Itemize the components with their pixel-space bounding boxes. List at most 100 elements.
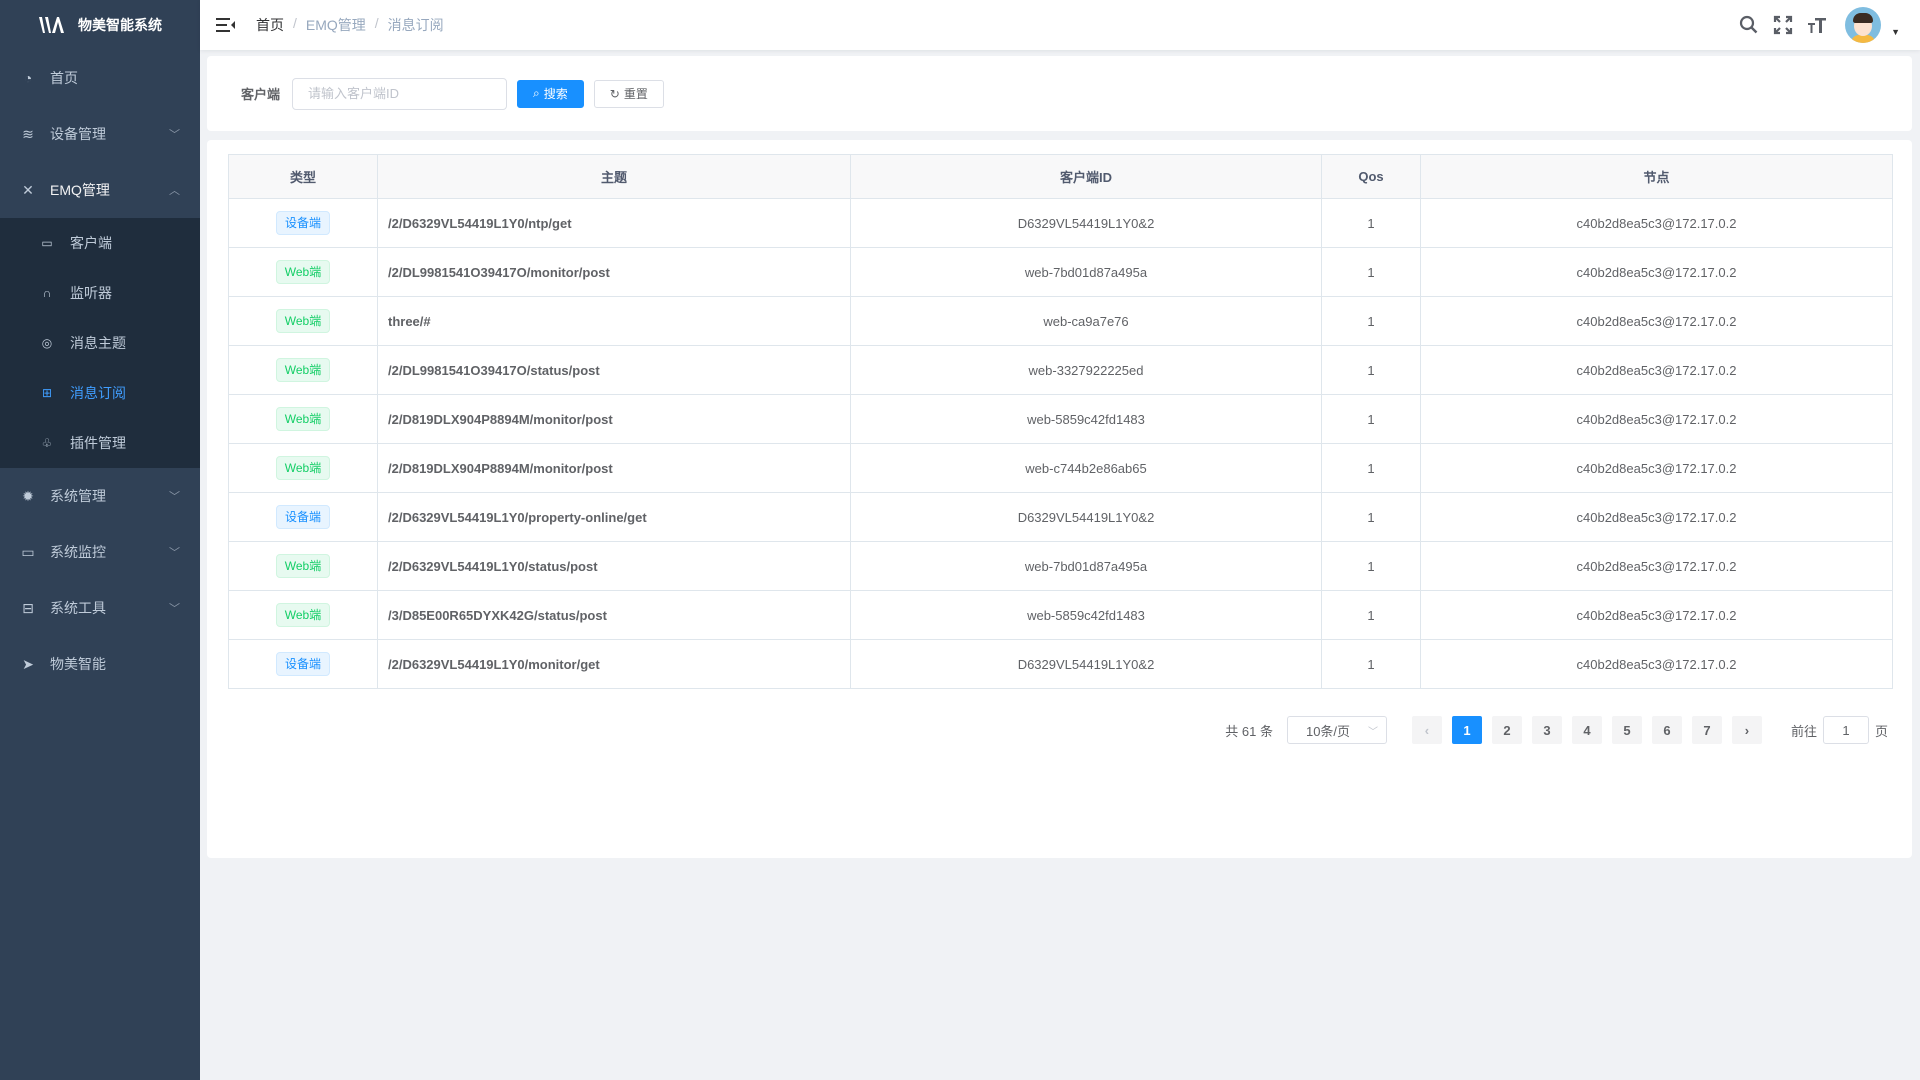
qos-cell: 1 bbox=[1321, 492, 1421, 542]
topic-cell: /2/D6329VL54419L1Y0/status/post bbox=[377, 541, 851, 591]
sidebar-subitem-1[interactable]: ∩ 监听器 bbox=[0, 268, 200, 318]
qos-cell: 1 bbox=[1321, 296, 1421, 346]
breadcrumb-home[interactable]: 首页 bbox=[256, 17, 284, 33]
toolbox-icon: ⊟ bbox=[22, 599, 34, 616]
sidebar-item-1[interactable]: ≋ 设备管理 ﹀ bbox=[0, 106, 200, 162]
page-button-6[interactable]: 6 bbox=[1651, 716, 1682, 744]
sidebar-subitem-label: 消息订阅 bbox=[70, 385, 126, 401]
plugin-icon: ♧ bbox=[41, 436, 53, 450]
reset-button[interactable]: ↻ 重置 bbox=[593, 79, 664, 108]
sidebar-item-6[interactable]: ➤ 物美智能 bbox=[0, 636, 200, 692]
node-cell: c40b2d8ea5c3@172.17.0.2 bbox=[1420, 443, 1893, 493]
emq-icon: ✕ bbox=[22, 181, 34, 198]
page-button-1[interactable]: 1 bbox=[1451, 716, 1482, 744]
search-icon: ⌕ bbox=[533, 86, 540, 100]
client-id-cell: D6329VL54419L1Y0&2 bbox=[850, 492, 1322, 542]
table-row: 设备端 /2/D6329VL54419L1Y0/property-online/… bbox=[228, 492, 1893, 542]
sidebar-subitem-2[interactable]: ◎ 消息主题 bbox=[0, 318, 200, 368]
table-row: Web端 /2/D6329VL54419L1Y0/status/post web… bbox=[228, 541, 1893, 591]
sidebar-subitem-label: 插件管理 bbox=[70, 435, 126, 451]
type-tag: Web端 bbox=[275, 456, 331, 480]
client-id-cell: web-7bd01d87a495a bbox=[850, 541, 1322, 591]
table-row: Web端 /2/DL9981541O39417O/status/post web… bbox=[228, 345, 1893, 395]
table-row: Web端 /2/D819DLX904P8894M/monitor/post we… bbox=[228, 443, 1893, 493]
column-header-qos: Qos bbox=[1321, 154, 1421, 199]
type-tag: 设备端 bbox=[275, 211, 330, 235]
page-button-5[interactable]: 5 bbox=[1611, 716, 1642, 744]
breadcrumb-emq: EMQ管理 bbox=[305, 17, 366, 33]
sidebar-item-label: 系统管理 bbox=[50, 488, 106, 504]
sidebar-subitem-0[interactable]: ▭ 客户端 bbox=[0, 218, 200, 268]
chevron-up-icon: ︿ bbox=[169, 185, 180, 197]
client-id-cell: web-7bd01d87a495a bbox=[850, 247, 1322, 297]
sidebar-item-5[interactable]: ⊟ 系统工具 ﹀ bbox=[0, 580, 200, 636]
qos-cell: 1 bbox=[1321, 541, 1421, 591]
refresh-icon: ↻ bbox=[609, 86, 620, 101]
device-icon: ≋ bbox=[22, 125, 34, 142]
avatar[interactable] bbox=[1845, 7, 1882, 43]
sidebar-subitem-3[interactable]: ⊞ 消息订阅 bbox=[0, 368, 200, 418]
client-label: 客户端 bbox=[241, 87, 281, 102]
client-id-cell: web-ca9a7e76 bbox=[850, 296, 1322, 346]
sidebar-item-label: 设备管理 bbox=[50, 126, 106, 142]
topic-cell: /2/D6329VL54419L1Y0/monitor/get bbox=[377, 639, 851, 689]
node-cell: c40b2d8ea5c3@172.17.0.2 bbox=[1420, 198, 1893, 248]
subscription-table-card: 类型 主题 客户端ID Qos 节点 设备端 /2/D6329VL54419L1… bbox=[207, 140, 1912, 858]
sidebar-item-3[interactable]: ✹ 系统管理 ﹀ bbox=[0, 468, 200, 524]
dashboard-icon: ◔ bbox=[23, 70, 33, 86]
caret-down-icon[interactable]: ▼ bbox=[1891, 27, 1900, 37]
sidebar-item-2[interactable]: ✕ EMQ管理 ︿ bbox=[0, 162, 200, 218]
client-id-cell: web-5859c42fd1483 bbox=[850, 590, 1322, 640]
subscribe-icon: ⊞ bbox=[41, 386, 53, 400]
qos-cell: 1 bbox=[1321, 198, 1421, 248]
qos-cell: 1 bbox=[1321, 247, 1421, 297]
goto-page-input[interactable] bbox=[1822, 716, 1869, 744]
sidebar-item-4[interactable]: ▭ 系统监控 ﹀ bbox=[0, 524, 200, 580]
topic-icon: ◎ bbox=[41, 336, 53, 350]
hamburger-icon[interactable] bbox=[216, 17, 236, 33]
fullscreen-icon[interactable] bbox=[1773, 15, 1793, 35]
search-button[interactable]: ⌕ 搜索 bbox=[517, 79, 584, 108]
search-icon[interactable] bbox=[1739, 15, 1759, 35]
search-form: 客户端 ⌕搜索 ↻重置 bbox=[207, 56, 1912, 131]
type-cell: 设备端 bbox=[228, 492, 378, 542]
font-size-icon[interactable] bbox=[1807, 15, 1827, 35]
node-cell: c40b2d8ea5c3@172.17.0.2 bbox=[1420, 639, 1893, 689]
logo[interactable]: 物美智能系统 bbox=[0, 0, 200, 50]
sidebar-item-label: 系统监控 bbox=[50, 544, 106, 560]
client-id-input[interactable] bbox=[292, 77, 508, 110]
total-count: 共 61 条 bbox=[1225, 723, 1273, 739]
page-button-4[interactable]: 4 bbox=[1571, 716, 1602, 744]
qos-cell: 1 bbox=[1321, 345, 1421, 395]
node-cell: c40b2d8ea5c3@172.17.0.2 bbox=[1420, 296, 1893, 346]
breadcrumb-separator: / bbox=[374, 15, 379, 31]
sidebar-item-label: 物美智能 bbox=[50, 656, 106, 672]
type-tag: 设备端 bbox=[275, 652, 330, 676]
chevron-down-icon: ﹀ bbox=[169, 129, 180, 141]
sidebar-item-label: 系统工具 bbox=[50, 600, 106, 616]
sidebar-item-0[interactable]: ◔ 首页 bbox=[0, 50, 200, 106]
page-size-select[interactable]: 10条/页 ﹀ bbox=[1286, 716, 1387, 744]
topic-cell: /2/DL9981541O39417O/status/post bbox=[377, 345, 851, 395]
type-tag: Web端 bbox=[275, 554, 331, 578]
next-page-button[interactable]: › bbox=[1731, 716, 1762, 744]
type-cell: Web端 bbox=[228, 296, 378, 346]
chevron-down-icon: ﹀ bbox=[169, 491, 180, 503]
column-header-client-id: 客户端ID bbox=[850, 154, 1322, 199]
type-cell: 设备端 bbox=[228, 639, 378, 689]
page-button-7[interactable]: 7 bbox=[1691, 716, 1722, 744]
type-tag: Web端 bbox=[275, 260, 331, 284]
navbar: 首页 / EMQ管理 / 消息订阅 ▼ bbox=[200, 0, 1920, 50]
prev-page-button[interactable]: ‹ bbox=[1411, 716, 1442, 744]
gear-icon: ✹ bbox=[22, 487, 34, 504]
page-button-2[interactable]: 2 bbox=[1491, 716, 1522, 744]
page-button-3[interactable]: 3 bbox=[1531, 716, 1562, 744]
sidebar: 物美智能系统 ◔ 首页 ≋ 设备管理 ﹀ ✕ EMQ管理 ︿ ▭ 客户端 ∩ 监听器 ◎ 消息主题 ⊞ 消息订… bbox=[0, 0, 200, 1080]
node-cell: c40b2d8ea5c3@172.17.0.2 bbox=[1420, 394, 1893, 444]
breadcrumb: 首页 / EMQ管理 / 消息订阅 bbox=[256, 15, 444, 35]
client-id-cell: web-3327922225ed bbox=[850, 345, 1322, 395]
subscription-table: 类型 主题 客户端ID Qos 节点 设备端 /2/D6329VL54419L1… bbox=[228, 154, 1893, 689]
type-tag: Web端 bbox=[275, 407, 331, 431]
sidebar-subitem-4[interactable]: ♧ 插件管理 bbox=[0, 418, 200, 468]
type-cell: 设备端 bbox=[228, 198, 378, 248]
